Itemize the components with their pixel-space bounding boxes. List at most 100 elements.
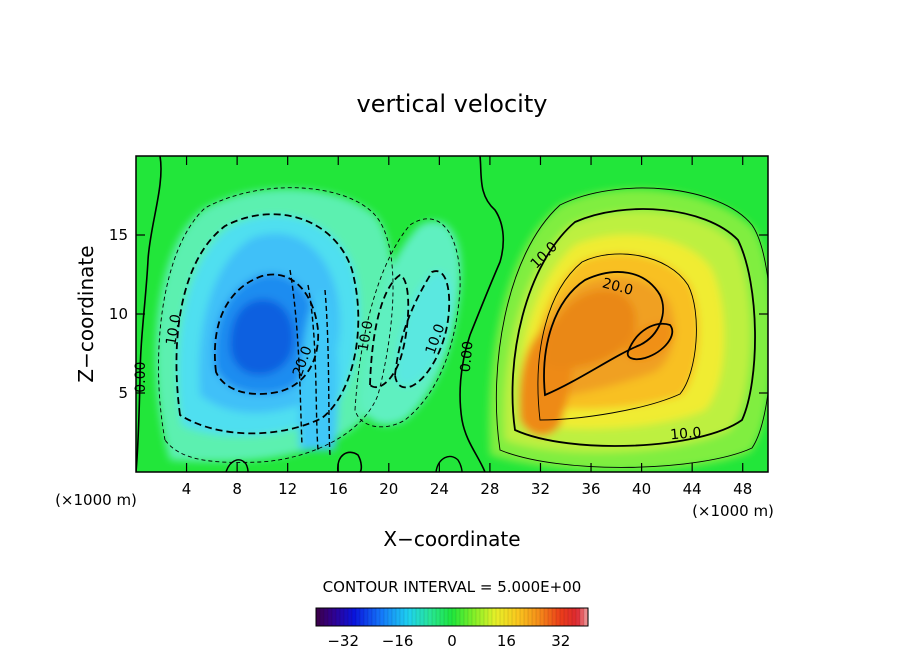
colorbar-cell [459, 607, 465, 627]
colorbar-cell [455, 607, 461, 627]
colorbar-cell [535, 607, 541, 627]
colorbar-cell [375, 607, 381, 627]
x-tick-label: 24 [430, 480, 449, 498]
colorbar-cell [315, 607, 321, 627]
x-axis-ticks: 4 8 12 16 20 24 28 32 36 40 44 48 [182, 156, 752, 498]
colorbar-cell [379, 607, 385, 627]
y-axis-label: Z−coordinate [74, 245, 98, 382]
colorbar-cell [427, 607, 433, 627]
colorbar-cell [523, 607, 529, 627]
x-tick-label: 16 [329, 480, 348, 498]
colorbar-cell [355, 607, 361, 627]
colorbar-cell [403, 607, 409, 627]
colorbar-cell [567, 607, 573, 627]
y-tick-label: 15 [109, 226, 128, 244]
x-unit-right: (×1000 m) [692, 502, 774, 520]
colorbar-cell [419, 607, 425, 627]
colorbar-tick-label: 0 [447, 632, 457, 650]
colorbar-cell [451, 607, 457, 627]
colorbar-cell [483, 607, 489, 627]
colorbar-cell [351, 607, 357, 627]
x-tick-label: 12 [278, 480, 297, 498]
chart-title: vertical velocity [357, 90, 548, 118]
colorbar-cell [363, 607, 369, 627]
colorbar-cell [415, 607, 421, 627]
colorbar-cell [579, 607, 585, 627]
colorbar-cell [515, 607, 521, 627]
colorbar-cell [407, 607, 413, 627]
colorbar-cell [439, 607, 445, 627]
colorbar-cell [539, 607, 545, 627]
colorbar-cell [527, 607, 533, 627]
colorbar-cell [487, 607, 493, 627]
colorbar-frame [315, 607, 589, 627]
contour-label: 10.0 [670, 425, 702, 444]
colorbar-cell [547, 607, 553, 627]
colorbar-cell [495, 607, 501, 627]
colorbar-cell [331, 607, 337, 627]
colorbar-cell [367, 607, 373, 627]
colorbar-cell [507, 607, 513, 627]
colorbar-cell [503, 607, 509, 627]
colorbar-cell [551, 607, 557, 627]
y-tick-label: 10 [109, 305, 128, 323]
colorbar [315, 607, 589, 627]
colorbar-cell [347, 607, 353, 627]
colorbar-cell [391, 607, 397, 627]
contour-label: 0.00 [133, 362, 149, 393]
colorbar-cell [463, 607, 469, 627]
x-tick-label: 44 [683, 480, 702, 498]
colorbar-cell [555, 607, 561, 627]
colorbar-cell [435, 607, 441, 627]
x-tick-label: 36 [581, 480, 600, 498]
x-tick-label: 40 [632, 480, 651, 498]
colorbar-tick-label: 16 [497, 632, 516, 650]
y-axis-ticks: 5 10 15 [109, 226, 768, 402]
colorbar-cell [491, 607, 497, 627]
colorbar-tick-label: −32 [327, 632, 359, 650]
colorbar-cell [387, 607, 393, 627]
colorbar-cell [475, 607, 481, 627]
colorbar-cell [371, 607, 377, 627]
contour-interval-label: CONTOUR INTERVAL = 5.000E+00 [323, 578, 582, 596]
colorbar-cell [343, 607, 349, 627]
colorbar-cell [423, 607, 429, 627]
colorbar-tick-label: −16 [382, 632, 414, 650]
contour-label: 10.0 [163, 313, 184, 346]
colorbar-ticks: −32 −16 0 16 32 [327, 632, 570, 650]
colorbar-cell [383, 607, 389, 627]
colorbar-cell [443, 607, 449, 627]
contour-label: 10.0 [355, 319, 376, 352]
colorbar-cell [511, 607, 517, 627]
colorbar-cell [471, 607, 477, 627]
colorbar-cell [411, 607, 417, 627]
x-tick-label: 8 [232, 480, 242, 498]
colorbar-cell [431, 607, 437, 627]
colorbar-cell [335, 607, 341, 627]
colorbar-cell [543, 607, 549, 627]
y-tick-label: 5 [118, 384, 128, 402]
colorbar-cell [499, 607, 505, 627]
x-tick-label: 48 [733, 480, 752, 498]
x-tick-label: 28 [480, 480, 499, 498]
plot-field [136, 156, 768, 472]
contour-label: 20.0 [600, 275, 634, 299]
colorbar-cell [575, 607, 581, 627]
colorbar-cell [519, 607, 525, 627]
colorbar-cell [563, 607, 569, 627]
x-tick-label: 4 [182, 480, 192, 498]
colorbar-cell [399, 607, 405, 627]
x-axis-label: X−coordinate [383, 527, 520, 551]
colorbar-cell [359, 607, 365, 627]
x-tick-label: 32 [531, 480, 550, 498]
x-tick-label: 20 [379, 480, 398, 498]
colorbar-cell [531, 607, 537, 627]
colorbar-cell [339, 607, 345, 627]
colorbar-cell [467, 607, 473, 627]
colorbar-cell [559, 607, 565, 627]
colorbar-cell [571, 607, 577, 627]
colorbar-cell [447, 607, 453, 627]
contour-label: 0.00 [458, 340, 477, 372]
colorbar-cell [327, 607, 333, 627]
